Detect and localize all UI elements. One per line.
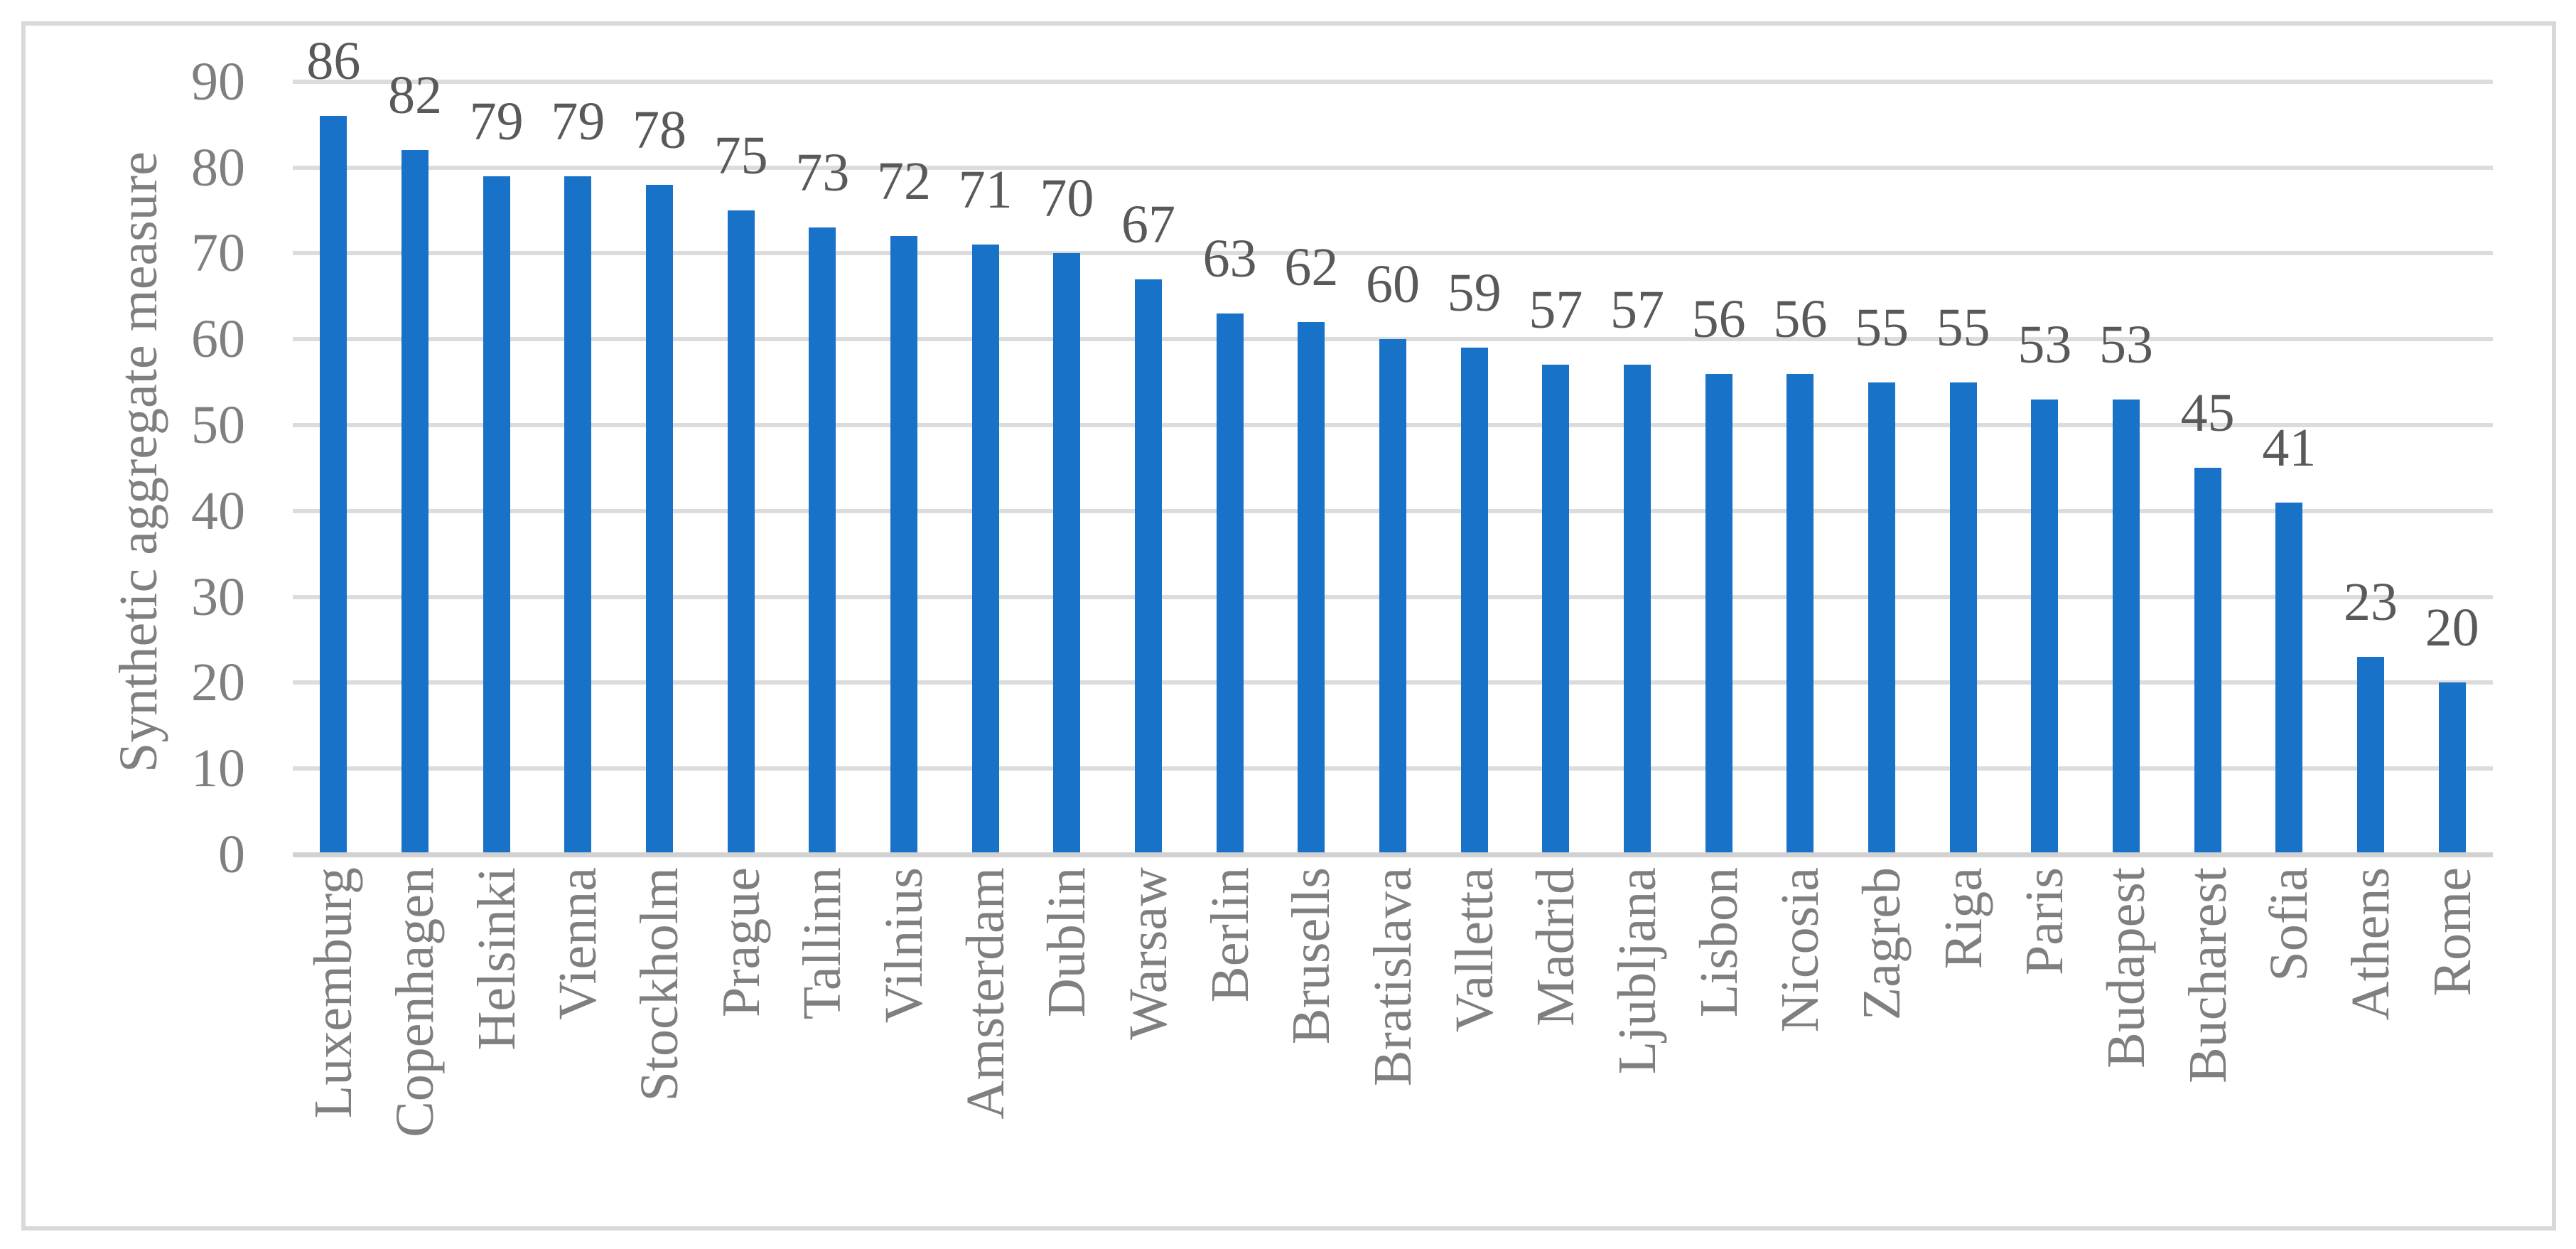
bar-stockholm [646,184,673,854]
bar-helsinki [483,176,510,854]
bar-vienna [564,176,592,854]
bar-copenhagen [402,150,429,854]
value-label: 79 [551,91,605,151]
x-tick-label: Berlin [1200,867,1260,1002]
bar-vilnius [890,236,917,854]
value-label: 23 [2344,572,2398,633]
value-label: 55 [1936,297,1990,358]
bar-athens [2357,657,2384,854]
x-tick-label: Athens [2341,867,2400,1021]
x-tick-label: Paris [2015,867,2075,975]
y-axis-title: Synthetic aggregate measure [109,151,168,773]
gridline [293,79,2493,84]
bar-sofia [2275,502,2303,854]
x-tick-label: Lisbon [1688,867,1749,1018]
x-tick-label: Valletta [1444,867,1504,1033]
x-tick-label: Luxemburg [303,867,364,1119]
x-tick-label: Copenhagen [385,867,445,1137]
x-tick-label: Riga [1933,867,1993,970]
bar-bucharest [2194,468,2221,854]
bar-rome [2438,682,2466,854]
x-axis-line [293,852,2493,857]
x-tick-label: Bucharest [2177,867,2238,1083]
value-label: 56 [1773,289,1828,349]
x-tick-label: Sofia [2259,867,2319,982]
bar-prague [727,210,755,854]
x-tick-label: Amsterdam [955,867,1015,1120]
bar-ljubljana [1624,365,1651,854]
x-tick-label: Ljubljana [1607,867,1667,1075]
x-tick-label: Dublin [1037,867,1097,1018]
y-tick-label: 0 [218,825,245,884]
y-tick-label: 10 [191,739,245,799]
value-label: 75 [713,126,768,186]
bar-zagreb [1868,382,1895,854]
bar-warsaw [1135,279,1162,854]
gridline [293,251,2493,256]
value-label: 59 [1447,263,1502,323]
x-tick-label: Rome [2422,867,2482,997]
value-label: 60 [1366,254,1420,315]
x-tick-label: Prague [711,867,771,1018]
x-tick-label: Budapest [2096,867,2156,1068]
bar-berlin [1216,313,1244,854]
value-label: 82 [388,65,442,126]
value-label: 71 [958,160,1013,220]
x-tick-label: Zagreb [1852,867,1912,1021]
value-label: 53 [2099,314,2153,375]
bar-budapest [2113,399,2140,854]
value-label: 62 [1284,237,1339,298]
bar-nicosia [1787,373,1814,854]
value-label: 78 [632,100,686,160]
value-label: 55 [1855,297,1909,358]
y-tick-label: 70 [191,223,245,284]
bar-luxemburg [320,116,347,854]
bar-lisbon [1705,373,1732,854]
x-tick-label: Warsaw [1119,867,1178,1040]
bar-tallinn [809,227,836,854]
y-tick-label: 40 [191,481,245,541]
value-label: 86 [306,31,361,92]
bar-madrid [1542,365,1570,854]
bar-paris [2031,399,2059,854]
value-label: 53 [2017,314,2072,375]
value-label: 73 [795,143,850,203]
bar-brusells [1298,322,1325,854]
x-tick-label: Nicosia [1770,867,1831,1033]
y-tick-label: 30 [191,567,245,627]
value-label: 41 [2262,417,2317,478]
value-label: 45 [2180,383,2235,444]
x-tick-label: Bratislava [1363,867,1423,1087]
x-tick-label: Vienna [548,867,608,1020]
bar-valletta [1460,348,1488,854]
value-label: 57 [1529,280,1583,341]
x-tick-label: Helsinki [466,867,527,1051]
y-tick-label: 20 [191,653,245,713]
value-label: 63 [1202,228,1257,289]
bar-bratislava [1379,339,1406,854]
value-label: 79 [469,91,524,151]
value-label: 20 [2425,598,2479,658]
x-tick-label: Brusells [1281,867,1342,1045]
y-tick-label: 60 [191,309,245,370]
gridline [293,165,2493,170]
y-tick-label: 80 [191,137,245,198]
value-label: 70 [1040,168,1094,229]
x-tick-label: Vilnius [874,867,934,1024]
value-label: 56 [1691,289,1746,349]
bar-amsterdam [971,245,999,854]
value-label: 67 [1121,194,1175,254]
bar-riga [1949,382,1977,854]
value-label: 72 [877,151,931,212]
y-tick-label: 90 [191,51,245,112]
y-tick-label: 50 [191,395,245,455]
value-label: 57 [1610,280,1664,341]
x-tick-label: Madrid [1526,867,1586,1026]
bar-dublin [1053,253,1081,854]
x-tick-label: Tallinn [792,867,853,1020]
x-tick-label: Stockholm [630,867,689,1102]
